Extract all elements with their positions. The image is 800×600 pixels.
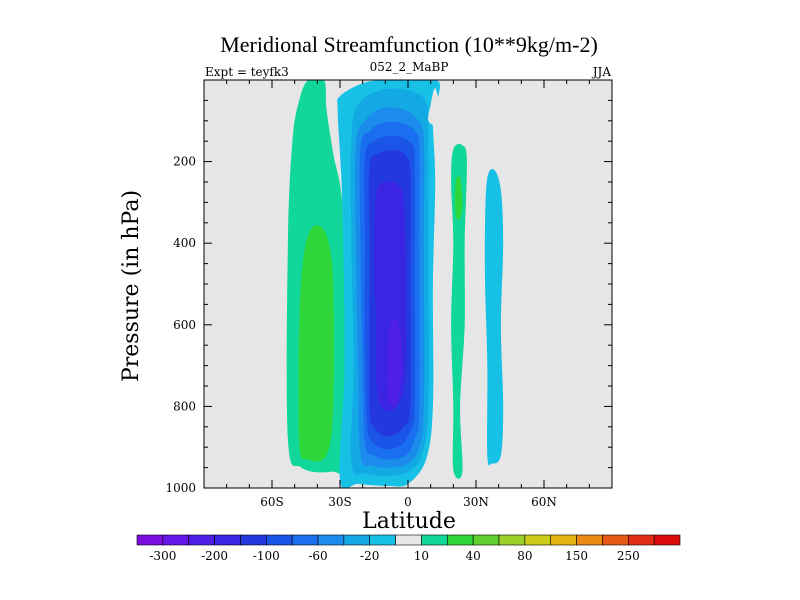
colorbar-swatch	[653, 534, 681, 546]
colorbar-swatch	[395, 534, 422, 546]
colorbar-swatch	[265, 534, 293, 546]
y-tick-label: 600	[173, 318, 196, 332]
contour-fields	[286, 80, 504, 488]
colorbar-label: 10	[414, 549, 429, 563]
colorbar-swatch	[576, 534, 603, 546]
colorbar-label: -60	[308, 549, 327, 563]
colorbar-swatch	[291, 534, 319, 546]
colorbar-swatch	[240, 534, 267, 546]
y-tick-label: 800	[173, 399, 196, 413]
colorbar-swatch	[162, 534, 190, 546]
colorbar-swatch	[472, 534, 500, 546]
southern-lightgreen-core	[298, 225, 335, 462]
season-label: JJA	[591, 65, 612, 79]
axis-ticks: 60S 30S 0 30N 60N 200 400 600 800 1000	[165, 80, 612, 509]
colorbar-swatch	[188, 534, 215, 546]
x-tick-label: 60N	[531, 495, 557, 509]
experiment-label: Expt = teyfk3	[205, 65, 289, 79]
colorbar-swatch	[369, 534, 396, 546]
colorbar-label: -300	[149, 549, 176, 563]
colorbar-swatch	[498, 534, 526, 546]
x-tick-label: 0	[404, 495, 412, 509]
colorbar-swatch	[524, 534, 552, 546]
x-axis-label: Latitude	[362, 509, 456, 534]
y-tick-label: 200	[173, 155, 196, 169]
y-tick-label: 400	[173, 236, 196, 250]
colorbar: -300 -200 -100 -60 -20 10 40 80 150 250	[136, 534, 681, 563]
y-tick-label: 1000	[165, 481, 196, 495]
colorbar-swatch	[602, 534, 629, 546]
colorbar-label: -20	[360, 549, 379, 563]
colorbar-swatch	[446, 534, 474, 546]
main-cell-core	[387, 319, 402, 408]
chart-title: Meridional Streamfunction (10**9kg/m-2)	[220, 32, 598, 57]
equatorial-lightgreen-blob	[455, 176, 463, 220]
colorbar-label: -100	[253, 549, 280, 563]
colorbar-swatch	[627, 534, 655, 546]
colorbar-label: 40	[465, 549, 480, 563]
colorbar-label: 250	[617, 549, 640, 563]
northern-cyan-band	[484, 168, 504, 466]
colorbar-swatch	[136, 534, 164, 546]
northern-upper-notch	[428, 88, 440, 126]
y-axis-label: Pressure (in hPa)	[119, 190, 144, 382]
colorbar-swatch	[343, 534, 371, 546]
colorbar-label: 80	[517, 549, 532, 563]
colorbar-label: -200	[201, 549, 228, 563]
equatorial-green-band	[451, 144, 467, 479]
case-label: 052_2_MaBP	[370, 60, 449, 74]
colorbar-swatch	[550, 534, 577, 546]
x-tick-label: 30N	[463, 495, 489, 509]
x-tick-label: 60S	[260, 495, 284, 509]
colorbar-swatch	[317, 534, 345, 546]
x-tick-label: 30S	[328, 495, 352, 509]
colorbar-swatch	[421, 534, 448, 546]
colorbar-swatch	[214, 534, 241, 546]
colorbar-label: 150	[565, 549, 588, 563]
